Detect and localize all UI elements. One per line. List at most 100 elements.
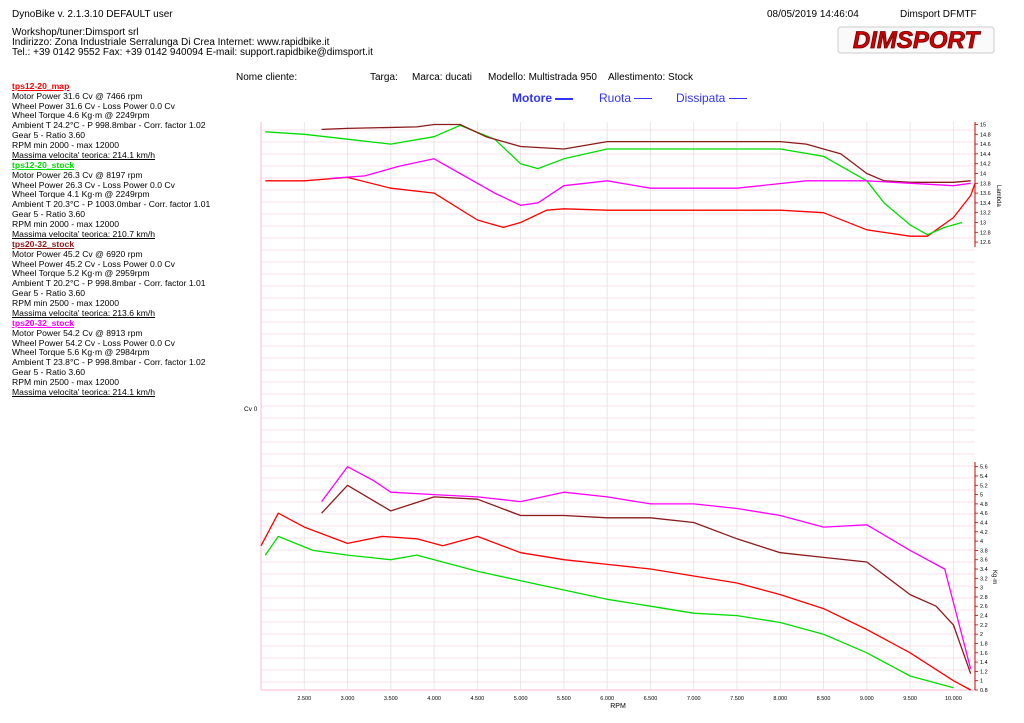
run-max-speed: Massima velocita' teorica: 213.6 km/h xyxy=(12,307,156,318)
torque-tick-label: 2.4 xyxy=(980,614,988,620)
torque-tick-label: 2 xyxy=(980,632,983,638)
run-detail-line: Ambient T 24.2°C - P 998.8mbar - Corr. f… xyxy=(12,120,206,131)
dimsport-logo: DIMSPORT xyxy=(837,26,995,54)
torque-tick-label: 3.8 xyxy=(980,548,988,554)
legend-dissipata-line xyxy=(728,98,747,100)
run-detail-line: Wheel Torque 5.2 Kg·m @ 2959rpm xyxy=(12,268,150,279)
torque-axis-label: Kg·m xyxy=(991,570,997,584)
lambda-series-line xyxy=(265,176,976,237)
torque-tick-label: 3.2 xyxy=(980,576,988,582)
run-detail-line: Motor Power 45.2 Cv @ 6920 rpm xyxy=(12,248,143,259)
run-max-speed: Massima velocita' teorica: 214.1 km/h xyxy=(12,149,156,160)
torque-tick-label: 4 xyxy=(980,539,983,545)
x-tick-label: 8.000 xyxy=(773,696,787,702)
run-detail-line: Gear 5 - Ratio 3.60 xyxy=(12,366,86,377)
torque-tick-label: 4.2 xyxy=(980,530,988,536)
run-detail-line: RPM min 2000 - max 12000 xyxy=(12,218,119,229)
lambda-tick-label: 12.6 xyxy=(980,240,991,246)
run-detail-line: Motor Power 31.6 Cv @ 7466 rpm xyxy=(12,90,143,101)
run-title: tps20-32_stock xyxy=(12,239,75,249)
run-detail-line: Ambient T 20.2°C - P 998.8mbar - Corr. f… xyxy=(12,278,206,289)
lambda-tick-label: 13.6 xyxy=(980,191,991,197)
run-title: tps20-32_stock xyxy=(12,318,75,328)
lambda-tick-label: 13.8 xyxy=(980,181,991,187)
marca-label: Marca: ducati xyxy=(412,72,473,83)
torque-series-line xyxy=(260,512,972,691)
x-tick-label: 5.500 xyxy=(557,696,571,702)
run-detail-line: Motor Power 26.3 Cv @ 8197 rpm xyxy=(12,169,143,180)
run-detail-line: Ambient T 20.3°C - P 1003.0mbar - Corr. … xyxy=(12,199,211,210)
torque-tick-label: 1 xyxy=(980,679,983,685)
torque-tick-label: 1.2 xyxy=(980,669,988,675)
legend-motore-line xyxy=(555,97,574,100)
run-detail-line: Gear 5 - Ratio 3.60 xyxy=(12,287,86,298)
run-detail-line: Motor Power 54.2 Cv @ 8913 rpm xyxy=(12,327,143,338)
x-tick-label: 4.500 xyxy=(470,696,484,702)
lambda-tick-label: 14.8 xyxy=(980,132,991,138)
run-detail-line: Wheel Power 31.6 Cv - Loss Power 0.0 Cv xyxy=(12,100,175,111)
torque-tick-label: 1.6 xyxy=(980,651,988,657)
lambda-tick-label: 13.4 xyxy=(980,201,991,207)
run-detail-line: Gear 5 - Ratio 3.60 xyxy=(12,208,86,219)
x-tick-label: 2.500 xyxy=(297,696,311,702)
torque-tick-label: 3 xyxy=(980,586,983,592)
run-info-block: tps20-32_stock Motor Power 54.2 Cv @ 8913… xyxy=(12,318,206,397)
torque-tick-label: 0.8 xyxy=(980,688,988,694)
run-detail-line: Wheel Torque 5.6 Kg·m @ 2984rpm xyxy=(12,347,150,358)
x-tick-label: 3.000 xyxy=(341,696,355,702)
lambda-tick-label: 12.8 xyxy=(980,230,991,236)
run-title: tps12-20_stock xyxy=(12,160,75,170)
torque-tick-label: 1.8 xyxy=(980,641,988,647)
logo-text: DIMSPORT xyxy=(853,27,982,54)
torque-tick-label: 5.6 xyxy=(980,465,988,471)
address-line: Indirizzo: Zona Industriale Serralunga D… xyxy=(12,37,330,48)
run-detail-line: Wheel Torque 4.1 Kg·m @ 2249rpm xyxy=(12,189,150,200)
modello-label: Modello: Multistrada 950 xyxy=(488,72,597,83)
torque-tick-label: 3.4 xyxy=(980,567,988,573)
app-version: DynoBike v. 2.1.3.10 DEFAULT user xyxy=(12,9,173,20)
x-tick-label: 6.500 xyxy=(644,696,658,702)
x-tick-label: 7.000 xyxy=(687,696,701,702)
legend-ruota-label: Ruota xyxy=(599,91,632,105)
x-axis-label: RPM xyxy=(610,703,626,710)
workshop-line: Workshop/tuner:Dimsport srl xyxy=(12,27,139,38)
lambda-tick-label: 13.2 xyxy=(980,211,991,217)
lambda-tick-label: 13 xyxy=(980,220,986,226)
torque-tick-label: 5.2 xyxy=(980,483,988,489)
torque-tick-label: 5 xyxy=(980,493,983,499)
legend-ruota-line xyxy=(634,98,653,100)
lambda-axis-label: Lambda xyxy=(995,185,1001,207)
x-tick-label: 5.000 xyxy=(514,696,528,702)
run-detail-line: RPM min 2000 - max 12000 xyxy=(12,139,119,150)
torque-series-line xyxy=(321,484,972,674)
run-detail-line: Ambient T 23.8°C - P 998.8mbar - Corr. f… xyxy=(12,357,206,368)
lambda-tick-label: 14 xyxy=(980,171,986,177)
lambda-series-line xyxy=(321,123,971,183)
allestimento-label: Allestimento: Stock xyxy=(608,72,694,83)
x-tick-label: 8.500 xyxy=(817,696,831,702)
run-detail-line: Wheel Power 45.2 Cv - Loss Power 0.0 Cv xyxy=(12,258,175,269)
run-title: tps12-20_map xyxy=(12,81,70,91)
x-tick-label: 9.000 xyxy=(860,696,874,702)
contact-line: Tel.: +39 0142 9552 Fax: +39 0142 940094… xyxy=(12,47,373,58)
lambda-series-line xyxy=(330,158,971,206)
lambda-tick-label: 14.6 xyxy=(980,142,991,148)
x-tick-label: 6.000 xyxy=(600,696,614,702)
x-tick-label: 3.500 xyxy=(384,696,398,702)
run-info-block: tps20-32_stock Motor Power 45.2 Cv @ 6920… xyxy=(12,239,206,318)
legend-ruota: Ruota xyxy=(599,91,653,105)
x-tick-label: 10.000 xyxy=(945,696,962,702)
torque-tick-label: 4.8 xyxy=(980,502,988,508)
x-tick-label: 4.000 xyxy=(427,696,441,702)
torque-tick-label: 2.2 xyxy=(980,623,988,629)
torque-tick-label: 2.8 xyxy=(980,595,988,601)
run-info-block: tps12-20_map Motor Power 31.6 Cv @ 7466 r… xyxy=(12,81,206,160)
torque-tick-label: 1.4 xyxy=(980,660,988,666)
torque-tick-label: 4.6 xyxy=(980,511,988,517)
lambda-tick-label: 14.2 xyxy=(980,162,991,168)
run-max-speed: Massima velocita' teorica: 210.7 km/h xyxy=(12,228,156,239)
station-name: Dimsport DFMTF xyxy=(900,9,977,20)
torque-series-line xyxy=(264,535,954,689)
legend-dissipata-label: Dissipata xyxy=(676,91,726,105)
torque-tick-label: 5.4 xyxy=(980,474,988,480)
